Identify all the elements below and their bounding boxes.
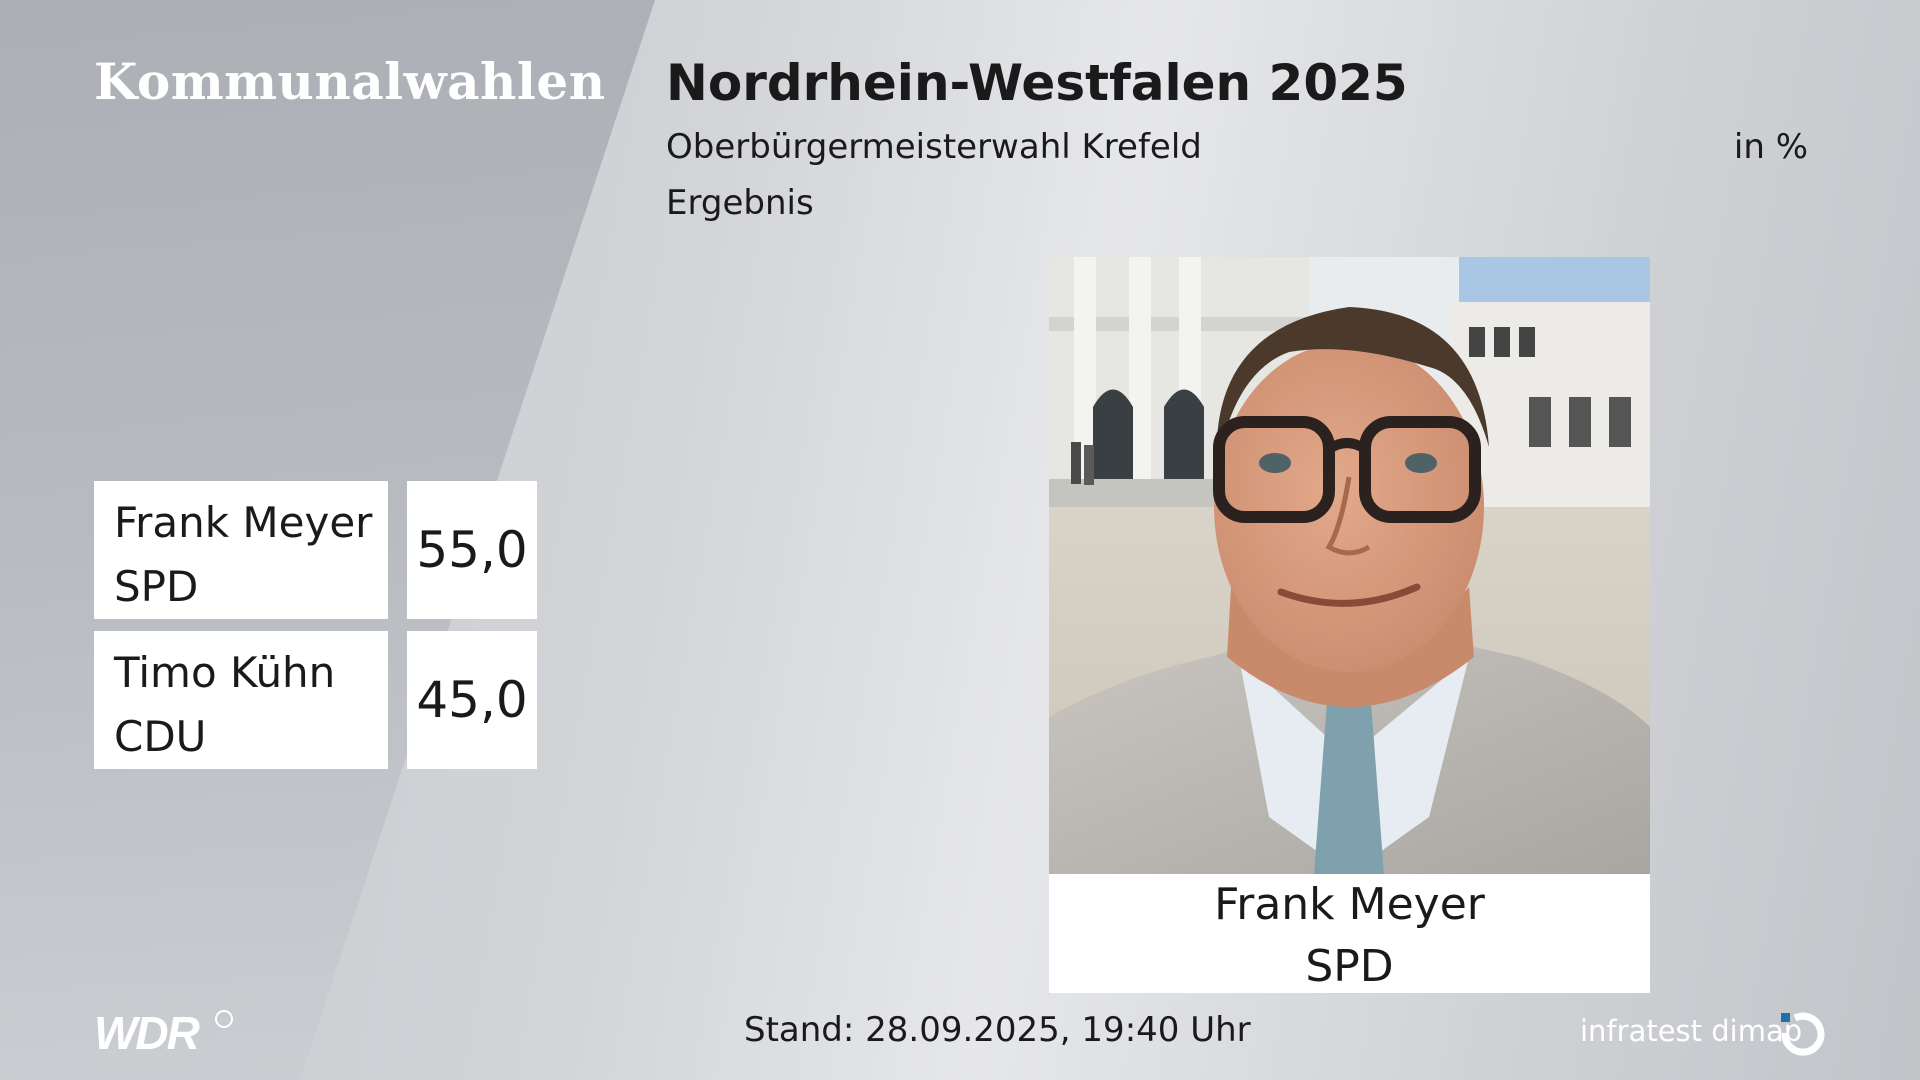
winner-card: Frank Meyer SPD xyxy=(1049,257,1650,993)
candidate-box: Frank Meyer SPD xyxy=(94,481,388,619)
pollster-label: infratest dimap xyxy=(1580,1014,1803,1048)
result-label: Ergebnis xyxy=(666,183,814,223)
winner-party: SPD xyxy=(1305,941,1394,992)
infratest-logo-icon xyxy=(1781,1012,1825,1056)
candidate-value: 45,0 xyxy=(407,631,537,769)
election-subtitle: Oberbürgermeisterwahl Krefeld xyxy=(666,127,1202,167)
candidate-name: Timo Kühn xyxy=(114,648,336,697)
page-title: Nordrhein-Westfalen 2025 xyxy=(666,54,1408,112)
candidate-box: Timo Kühn CDU xyxy=(94,631,388,769)
candidate-party: SPD xyxy=(114,562,199,611)
timestamp: Stand: 28.09.2025, 19:40 Uhr xyxy=(744,1010,1251,1050)
winner-caption: Frank Meyer SPD xyxy=(1049,874,1650,993)
winner-portrait-illustration xyxy=(1049,257,1650,874)
brand-title: Kommunalwahlen xyxy=(94,52,606,111)
candidate-party: CDU xyxy=(114,712,207,761)
winner-photo xyxy=(1049,257,1650,874)
ard-mark-icon xyxy=(215,1010,233,1028)
candidate-value: 55,0 xyxy=(407,481,537,619)
unit-label: in % xyxy=(1733,127,1808,167)
candidate-name: Frank Meyer xyxy=(114,498,373,547)
wdr-logo: WDR xyxy=(94,1007,200,1059)
winner-name: Frank Meyer xyxy=(1214,879,1485,930)
